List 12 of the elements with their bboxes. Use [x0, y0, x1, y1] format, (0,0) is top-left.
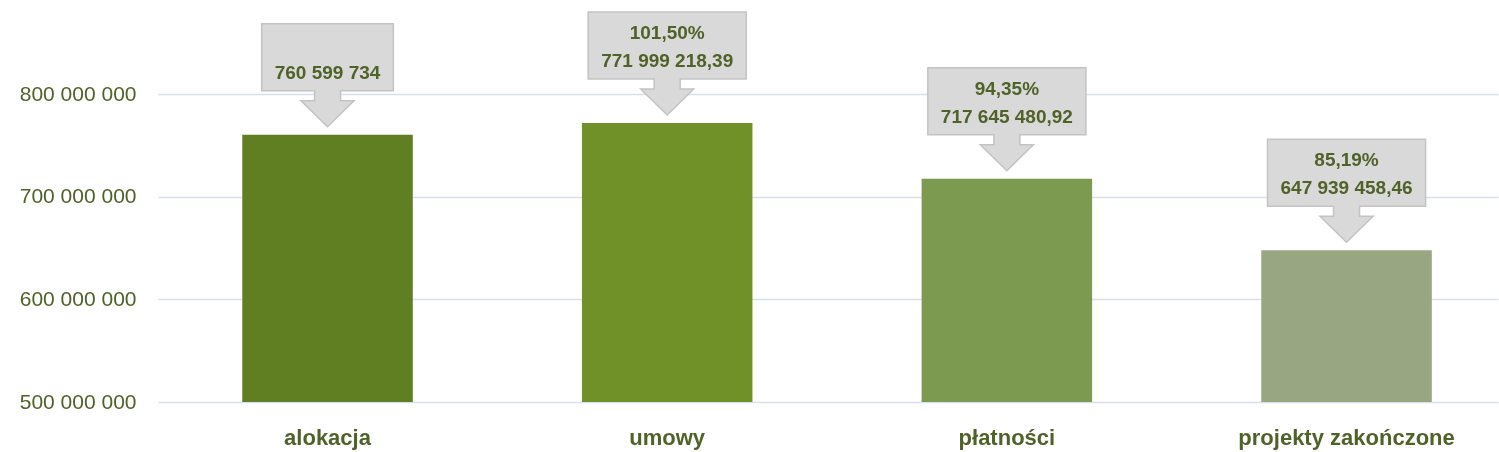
data-label: 85,19% 647 939 458,46 [1280, 149, 1413, 199]
x-tick-label: umowy [629, 424, 706, 450]
y-tick-label: 700 000 000 [19, 184, 137, 208]
y-tick-label: 500 000 000 [19, 389, 137, 413]
x-tick-label: projekty zakończone [1238, 424, 1455, 450]
data-label: 760 599 734 [274, 61, 381, 83]
data-label: 101,50% 771 999 218,39 [601, 22, 734, 72]
data-label: 94,35% 717 645 480,92 [940, 77, 1073, 127]
y-tick-label: 600 000 000 [19, 286, 137, 310]
x-tick-label: płatności [958, 424, 1056, 450]
x-tick-label: alokacja [284, 424, 372, 450]
y-tick-label: 800 000 000 [19, 81, 137, 105]
